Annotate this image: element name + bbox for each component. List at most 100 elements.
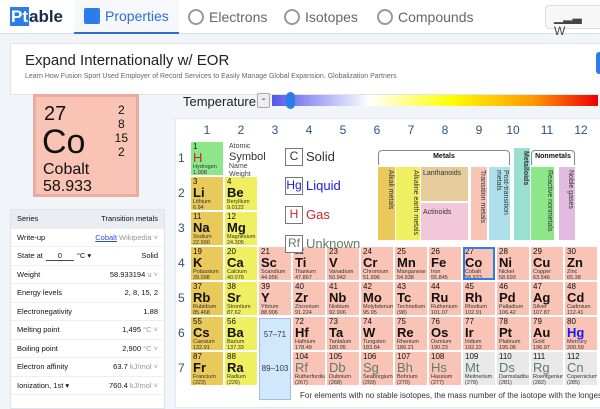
unit-select[interactable]: u xyxy=(147,269,152,279)
element-technetium[interactable]: 43 Tc Technetium (98) xyxy=(395,282,427,315)
element-darmstadtium[interactable]: 110DsDarmstadtium(281) xyxy=(497,352,529,385)
group-header[interactable]: 10 xyxy=(506,123,520,137)
state-temperature-input[interactable]: 0 xyxy=(45,251,74,261)
element-mercury[interactable]: 80 Hg Mercury 200.59 xyxy=(565,317,597,350)
element-copernicium[interactable]: 112 Cn Copernicium (285) xyxy=(565,352,597,385)
element-zinc[interactable]: 30 Zn Zinc 65.38 xyxy=(565,247,597,280)
period-header[interactable]: 3 xyxy=(178,221,185,235)
element-hydrogen[interactable]: 1 H Hydrogen 1.008 xyxy=(191,142,223,175)
element-cobalt[interactable]: 27 Co Cobalt 58.933 xyxy=(463,247,495,280)
group-header[interactable]: 1 xyxy=(203,123,211,137)
chevron-down-icon[interactable]: ˅ xyxy=(151,325,158,335)
element-niobium[interactable]: 41 Nb Niobium 92.906 xyxy=(327,282,359,315)
cobalt-link[interactable]: Cobalt xyxy=(95,232,117,242)
element-francium[interactable]: 87 Fr Francium (223) xyxy=(191,352,223,385)
group-header[interactable]: 9 xyxy=(475,123,483,137)
chevron-down-icon[interactable]: ▾ xyxy=(85,250,92,260)
element-nickel[interactable]: 28 Ni Nickel 58.693 xyxy=(497,247,529,280)
legend-metalloids[interactable]: Metalloids xyxy=(514,148,530,240)
temperature-slider-thumb[interactable] xyxy=(286,92,295,109)
chevron-down-icon[interactable]: ˅ xyxy=(151,362,158,372)
group-header[interactable]: 6 xyxy=(373,123,381,137)
element-chromium[interactable]: 24 Cr Chromium 51.996 xyxy=(361,247,393,280)
element-platinum[interactable]: 78 Pt Platinum 195.08 xyxy=(497,317,529,350)
element-dubnium[interactable]: 105 Db Dubnium (268) xyxy=(327,352,359,385)
unit-select[interactable]: °C xyxy=(143,343,152,353)
element-meitnerium[interactable]: 109 Mt Meitnerium (278) xyxy=(463,352,495,385)
element-tantalum[interactable]: 73 Ta Tantalum 180.95 xyxy=(327,317,359,350)
element-gold[interactable]: 79 Au Gold 196.97 xyxy=(531,317,563,350)
period-header[interactable]: 6 xyxy=(178,326,185,340)
unit-select[interactable]: kJ/mol xyxy=(129,362,152,372)
group-header[interactable]: 11 xyxy=(540,123,554,137)
element-bohrium[interactable]: 107 Bh Bohrium (270) xyxy=(395,352,427,385)
tab-electrons[interactable]: Electrons xyxy=(188,0,267,34)
element-calcium[interactable]: 20 Ca Calcium 40.078 xyxy=(225,247,257,280)
legend-post-transition-metals[interactable]: Post-transition metals xyxy=(489,167,510,240)
temperature-decrease-button[interactable]: - xyxy=(257,93,270,108)
element-lithium[interactable]: 3 Li Lithium 6.94 xyxy=(191,177,223,210)
chevron-down-icon[interactable]: ▾ xyxy=(63,380,70,390)
group-header[interactable]: 12 xyxy=(574,123,588,137)
element-barium[interactable]: 56 Ba Barium 137.33 xyxy=(225,317,257,350)
element-iron[interactable]: 26 Fe Iron 55.845 xyxy=(429,247,461,280)
legend-alkali-metals[interactable]: Alkali metals xyxy=(378,167,395,240)
unit-select[interactable]: °C xyxy=(143,325,152,335)
lanthanoid-actinoid-placeholder[interactable]: 57–71 89–103 xyxy=(259,318,291,400)
group-header[interactable]: 4 xyxy=(305,123,313,137)
element-palladium[interactable]: 46 Pd Palladium 106.42 xyxy=(497,282,529,315)
period-header[interactable]: 2 xyxy=(178,186,185,200)
tab-compounds[interactable]: Compounds xyxy=(377,0,474,34)
legend-actinoids[interactable]: Actinoids xyxy=(421,203,468,240)
ptable-logo[interactable]: Ptable xyxy=(10,7,63,27)
chevron-down-icon[interactable]: ˅ xyxy=(151,232,158,242)
element-vanadium[interactable]: 23 V Vanadium 50.942 xyxy=(327,247,359,280)
element-roentgenium[interactable]: 111 Rg Roentgenium (282) xyxy=(531,352,563,385)
legend-transition-metals[interactable]: Transition metals xyxy=(471,167,487,240)
element-iridium[interactable]: 77 Ir Iridium 192.22 xyxy=(463,317,495,350)
element-hafnium[interactable]: 72 Hf Hafnium 178.49 xyxy=(293,317,325,350)
group-header[interactable]: 5 xyxy=(339,123,347,137)
element-cadmium[interactable]: 48 Cd Cadmium 112.41 xyxy=(565,282,597,315)
legend-lanthanoids[interactable]: Lanthanoids xyxy=(421,167,468,201)
element-beryllium[interactable]: 4 Be Beryllium 9.0122 xyxy=(225,177,257,210)
element-silver[interactable]: 47 Ag Silver 107.87 xyxy=(531,282,563,315)
element-manganese[interactable]: 25 Mn Manganese 54.938 xyxy=(395,247,427,280)
tab-properties[interactable]: Properties xyxy=(74,0,179,34)
tab-isotopes[interactable]: Isotopes xyxy=(284,0,358,34)
chevron-down-icon[interactable]: ˅ xyxy=(151,343,158,353)
element-magnesium[interactable]: 12 Mg Magnesium 24.305 xyxy=(225,212,257,245)
group-header[interactable]: 2 xyxy=(237,123,245,137)
period-header[interactable]: 4 xyxy=(178,256,185,270)
source-select[interactable]: Wikipedia xyxy=(119,232,152,242)
element-copper[interactable]: 29 Cu Copper 63.546 xyxy=(531,247,563,280)
element-rhenium[interactable]: 75 Re Rhenium 186.21 xyxy=(395,317,427,350)
element-rubidium[interactable]: 37 Rb Rubidium 85.468 xyxy=(191,282,223,315)
temperature-slider[interactable] xyxy=(272,95,598,106)
element-yttrium[interactable]: 39 Y Yttrium 88.906 xyxy=(259,282,291,315)
element-molybdenum[interactable]: 42 Mo Molybdenum 95.95 xyxy=(361,282,393,315)
element-strontium[interactable]: 38 Sr Strontium 87.62 xyxy=(225,282,257,315)
element-tungsten[interactable]: 74 W Tungsten 183.84 xyxy=(361,317,393,350)
period-header[interactable]: 5 xyxy=(178,291,185,305)
element-potassium[interactable]: 19 K Potassium 39.098 xyxy=(191,247,223,280)
ad-banner[interactable]: Expand Internationally w/ EOR Learn How … xyxy=(10,43,600,95)
group-header[interactable]: 3 xyxy=(271,123,279,137)
chevron-down-icon[interactable]: ˅ xyxy=(151,380,158,390)
element-ruthenium[interactable]: 44 Ru Ruthenium 101.07 xyxy=(429,282,461,315)
group-header[interactable]: 8 xyxy=(441,123,449,137)
legend-reactive-nonmetals[interactable]: Reactive nonmetals xyxy=(531,167,554,240)
group-header[interactable]: 7 xyxy=(407,123,415,137)
period-header[interactable]: 1 xyxy=(178,151,185,165)
legend-noble-gases[interactable]: Noble gases xyxy=(559,167,575,240)
element-osmium[interactable]: 76 Os Osmium 190.23 xyxy=(429,317,461,350)
element-sodium[interactable]: 11 Na Sodium 22.990 xyxy=(191,212,223,245)
element-zirconium[interactable]: 40 Zr Zirconium 91.224 xyxy=(293,282,325,315)
element-caesium[interactable]: 55 Cs Caesium 132.91 xyxy=(191,317,223,350)
unit-select[interactable]: kJ/mol xyxy=(129,380,152,390)
element-radium[interactable]: 88 Ra Radium (226) xyxy=(225,352,257,385)
legend-alkaline-earth-metals[interactable]: Alkaline earth metals xyxy=(396,167,420,240)
wide-layout-button[interactable]: ▁▂▃ W xyxy=(545,5,600,38)
element-rhodium[interactable]: 45 Rh Rhodium 102.91 xyxy=(463,282,495,315)
element-hassium[interactable]: 108 Hs Hassium (277) xyxy=(429,352,461,385)
